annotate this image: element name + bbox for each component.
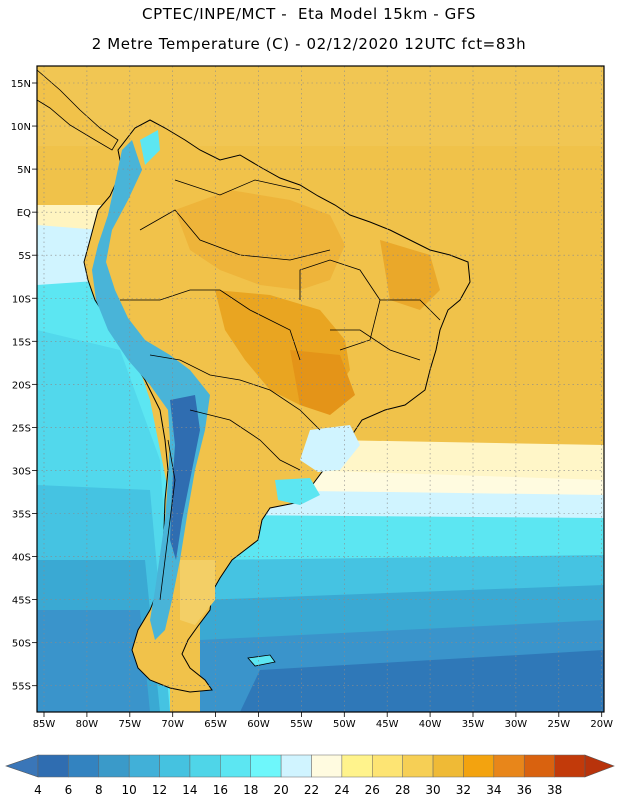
lat-label: 50S (12, 639, 31, 650)
lat-label: 45S (12, 596, 31, 607)
colorbar-tick-label: 24 (334, 783, 349, 797)
lon-label: 35W (462, 719, 485, 730)
colorbar-segment (189, 754, 221, 778)
lat-label: 5N (17, 165, 31, 176)
colorbar-tick-label: 20 (273, 783, 288, 797)
colorbar-upper-arrow (584, 754, 615, 778)
lon-label: 80W (76, 719, 99, 730)
ocean-pacific-cool (37, 225, 100, 300)
longitude-labels: 85W 80W 75W 70W 65W 60W 55W 50W 45W 40W 35W 30W 25W 2… (33, 712, 613, 730)
colorbar-segment (493, 754, 525, 778)
colorbar-segment (432, 754, 464, 778)
colorbar-segment (402, 754, 434, 778)
land-northeast-hot (380, 240, 440, 310)
colorbar-tick-label: 10 (122, 783, 137, 797)
country-borders (120, 179, 441, 601)
lon-label: 65W (204, 719, 227, 730)
colorbar-segment (250, 754, 282, 778)
ocean-atlantic-cold-5 (240, 650, 604, 712)
land-south-cool (300, 425, 360, 472)
lat-label: 10S (12, 294, 31, 305)
ocean-north-band (37, 66, 604, 146)
colorbar-lower-arrow (5, 754, 39, 778)
map-frame (36, 65, 605, 713)
colorbar-tick-label: 34 (486, 783, 501, 797)
lon-label: 30W (505, 719, 528, 730)
map-field (37, 66, 604, 712)
colorbar-tick-label: 26 (365, 783, 380, 797)
andes-coldest-core (170, 395, 200, 560)
colorbar-tick-label: 16 (213, 783, 228, 797)
lat-label: 35S (12, 510, 31, 521)
map-subtitle: 2 Metre Temperature (C) - 02/12/2020 12U… (91, 35, 527, 53)
colorbar-segment (280, 754, 312, 778)
colorbar-segment (37, 754, 69, 778)
lon-label: 55W (290, 719, 313, 730)
lat-label: 30S (12, 466, 31, 477)
lon-label: 70W (161, 719, 184, 730)
temperature-colorbar: 4 6 8 10 12 14 16 18 20 22 24 26 28 30 32 34 36 38 (5, 754, 615, 797)
lon-label: 50W (333, 719, 356, 730)
colorbar-tick-label: 32 (456, 783, 471, 797)
colorbar-segment (220, 754, 251, 778)
lat-label: 55S (12, 682, 31, 693)
land-uruguay-cold (275, 478, 320, 505)
ocean-pacific-cold-4 (37, 610, 150, 712)
ocean-atlantic-cool (240, 490, 604, 520)
map-gridlines (37, 66, 604, 712)
colorbar-tick-label: 8 (95, 783, 103, 797)
colorbar-segment (98, 754, 130, 778)
lat-label: 5S (18, 251, 31, 262)
land-pantanal-hot (290, 350, 355, 415)
lon-label: 45W (376, 719, 399, 730)
andes-north-cold (140, 130, 160, 165)
lat-label: 20S (12, 380, 31, 391)
colorbar-tick-label: 4 (34, 783, 42, 797)
lat-label: EQ (17, 208, 31, 219)
colorbar-segment (372, 754, 403, 778)
colorbar-tick-label: 22 (304, 783, 319, 797)
lon-label: 85W (33, 719, 56, 730)
latitude-labels: 15N 10N 5N EQ 5S 10S 15S 20S 25S 30S 35S 40S 45S 50S 5… (11, 79, 37, 693)
lon-label: 20W (590, 719, 613, 730)
lat-label: 10N (11, 122, 31, 133)
colorbar-segment (341, 754, 373, 778)
falkland-islands (247, 654, 276, 667)
colorbar-tick-label: 28 (395, 783, 410, 797)
lat-label: 25S (12, 423, 31, 434)
colorbar-segment (554, 754, 586, 778)
colorbar-segment (311, 754, 343, 778)
lat-label: 15S (12, 337, 31, 348)
colorbar-segment (68, 754, 100, 778)
central-america (37, 69, 119, 151)
lat-label: 15N (11, 79, 31, 90)
lon-label: 25W (547, 719, 570, 730)
lon-label: 40W (419, 719, 442, 730)
land-amazon-warm (175, 190, 345, 290)
colorbar-segment (463, 754, 495, 778)
colorbar-segment (523, 754, 555, 778)
colorbar-tick-label: 30 (425, 783, 440, 797)
colorbar-tick-label: 6 (65, 783, 73, 797)
land-patagonia (180, 560, 215, 625)
map-title: CPTEC/INPE/MCT - Eta Model 15km - GFS (142, 5, 476, 23)
colorbar-segment (159, 754, 191, 778)
lon-label: 75W (118, 719, 141, 730)
colorbar-tick-label: 18 (243, 783, 258, 797)
colorbar-tick-label: 12 (152, 783, 167, 797)
colorbar-tick-label: 36 (517, 783, 532, 797)
colorbar-segment (128, 754, 160, 778)
lat-label: 40S (12, 553, 31, 564)
colorbar-tick-label: 38 (547, 783, 562, 797)
colorbar-tick-label: 14 (182, 783, 197, 797)
lon-label: 60W (247, 719, 270, 730)
